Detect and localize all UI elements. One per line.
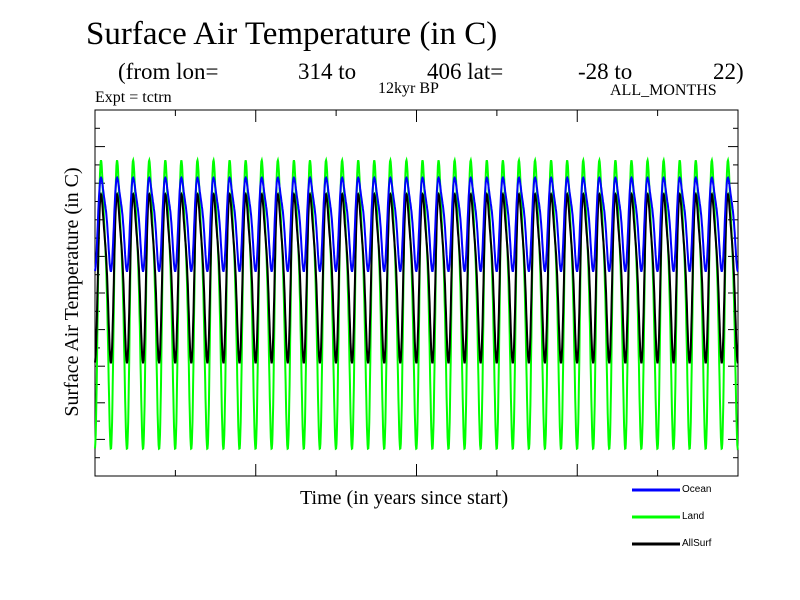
legend-label-allsurf: AllSurf — [682, 538, 712, 549]
months-label: ALL_MONTHS — [610, 82, 717, 99]
chart-title: Surface Air Temperature (in C) — [86, 16, 498, 52]
y-axis-label: Surface Air Temperature (in C) — [61, 167, 83, 417]
subtitle-from-lon: (from lon= — [118, 59, 219, 84]
series-land — [94, 156, 739, 451]
subtitle-lat-end: 22) — [713, 59, 744, 84]
legend-label-ocean: Ocean — [682, 484, 712, 495]
legend-label-land: Land — [682, 511, 705, 522]
axis-ticks — [95, 110, 738, 476]
series-ocean — [94, 175, 739, 272]
subtitle-lat-start: -28 to — [578, 59, 633, 84]
experiment-label: Expt = tctrn — [95, 89, 172, 106]
period-label: 12kyr BP — [378, 80, 439, 97]
series-lines — [94, 156, 739, 451]
series-allsurf — [94, 191, 739, 364]
subtitle-lon-start: 314 to — [298, 59, 357, 84]
plot-frame — [94, 109, 739, 477]
x-axis-label: Time (in years since start) — [300, 487, 509, 509]
subtitle-lon-end-lat: 406 lat= — [427, 59, 504, 84]
legend — [632, 488, 680, 546]
